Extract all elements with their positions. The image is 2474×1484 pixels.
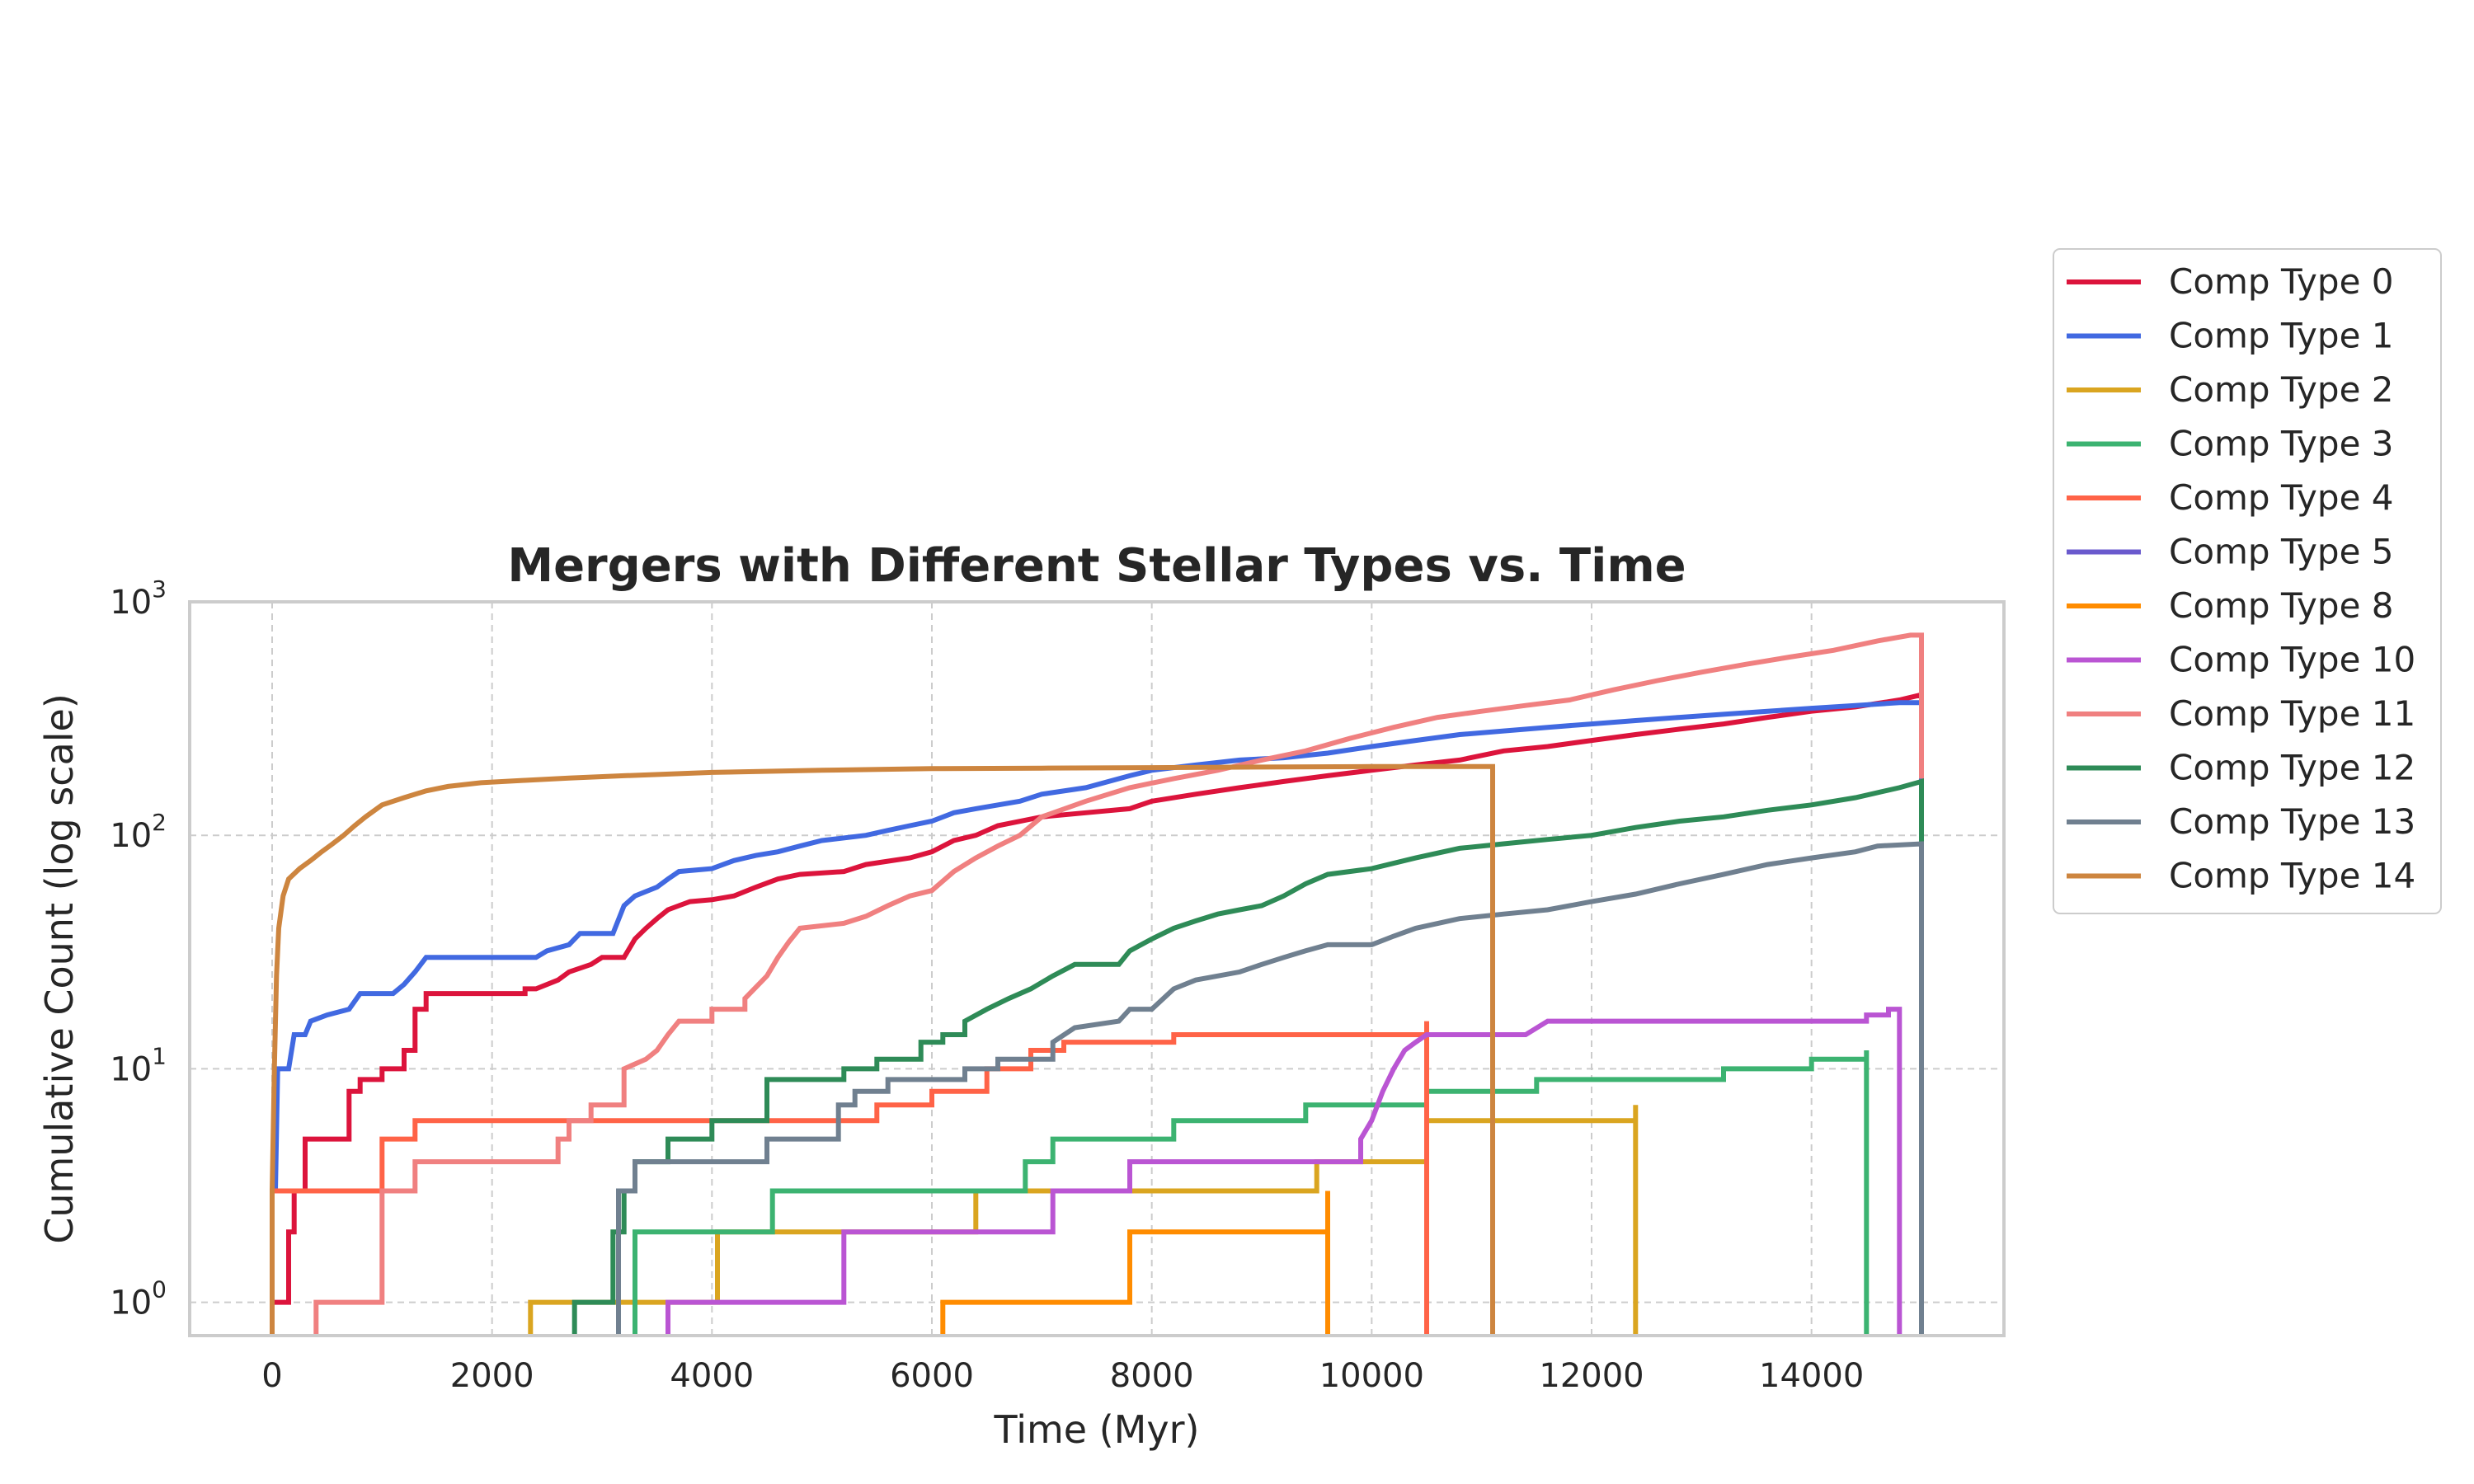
x-tick-label: 0 — [261, 1357, 282, 1395]
series-layer — [270, 632, 1924, 1336]
y-tick-base: 10 — [110, 584, 152, 622]
legend-label: Comp Type 4 — [2169, 477, 2394, 518]
legend-label: Comp Type 2 — [2169, 369, 2394, 410]
x-tick-label: 4000 — [670, 1357, 754, 1395]
y-tick-exponent: 3 — [152, 575, 167, 603]
legend-box — [2053, 248, 2442, 914]
y-tick-label: 101 — [110, 1042, 167, 1088]
y-tick-base: 10 — [110, 1050, 152, 1088]
legend-label: Comp Type 8 — [2169, 585, 2394, 626]
plot-frame — [188, 600, 2006, 1337]
legend-label: Comp Type 5 — [2169, 532, 2394, 572]
series-line-10 — [616, 841, 1924, 1336]
y-tick-label: 100 — [110, 1276, 167, 1322]
y-tick-base: 10 — [110, 817, 152, 855]
legend-label: Comp Type 0 — [2169, 261, 2394, 302]
series-line-7 — [666, 1007, 1903, 1336]
legend-label: Comp Type 10 — [2169, 640, 2415, 680]
x-tick-label: 2000 — [450, 1357, 534, 1395]
x-tick-label: 6000 — [890, 1357, 974, 1395]
x-tick-label: 10000 — [1319, 1357, 1424, 1395]
legend-label: Comp Type 3 — [2169, 424, 2394, 464]
y-tick-label: 103 — [110, 575, 167, 622]
series-line-9 — [571, 777, 1924, 1336]
legend: Comp Type 0 Comp Type 1 Comp Type 2 Comp Ty… — [2053, 248, 2442, 914]
series-line-6 — [940, 1190, 1330, 1336]
y-axis-label: Cumulative Count (log scale) — [37, 693, 82, 1244]
x-axis-ticks: 0 2000 4000 6000 8000 10000 12000 14000 — [261, 1357, 1864, 1395]
y-tick-exponent: 1 — [152, 1042, 167, 1069]
series-line-3 — [633, 1050, 1870, 1336]
y-tick-base: 10 — [110, 1284, 152, 1322]
x-tick-label: 14000 — [1759, 1357, 1864, 1395]
series-line-8 — [313, 632, 1924, 1336]
series-line-1 — [270, 700, 1924, 1336]
x-axis-label: Time (Myr) — [994, 1407, 1200, 1452]
series-line-0 — [270, 691, 1924, 1336]
y-tick-exponent: 0 — [152, 1276, 167, 1303]
series-line-4 — [270, 1021, 1429, 1336]
x-tick-label: 8000 — [1110, 1357, 1194, 1395]
series-line-11 — [270, 763, 1495, 1336]
legend-label: Comp Type 11 — [2169, 693, 2415, 734]
y-tick-label: 102 — [110, 809, 167, 855]
legend-label: Comp Type 1 — [2169, 316, 2394, 356]
legend-label: Comp Type 13 — [2169, 801, 2415, 842]
chart-title: Mergers with Different Stellar Types vs.… — [507, 539, 1686, 593]
legend-label: Comp Type 14 — [2169, 856, 2415, 896]
x-tick-label: 12000 — [1539, 1357, 1644, 1395]
y-tick-exponent: 2 — [152, 809, 167, 836]
legend-label: Comp Type 12 — [2169, 748, 2415, 788]
